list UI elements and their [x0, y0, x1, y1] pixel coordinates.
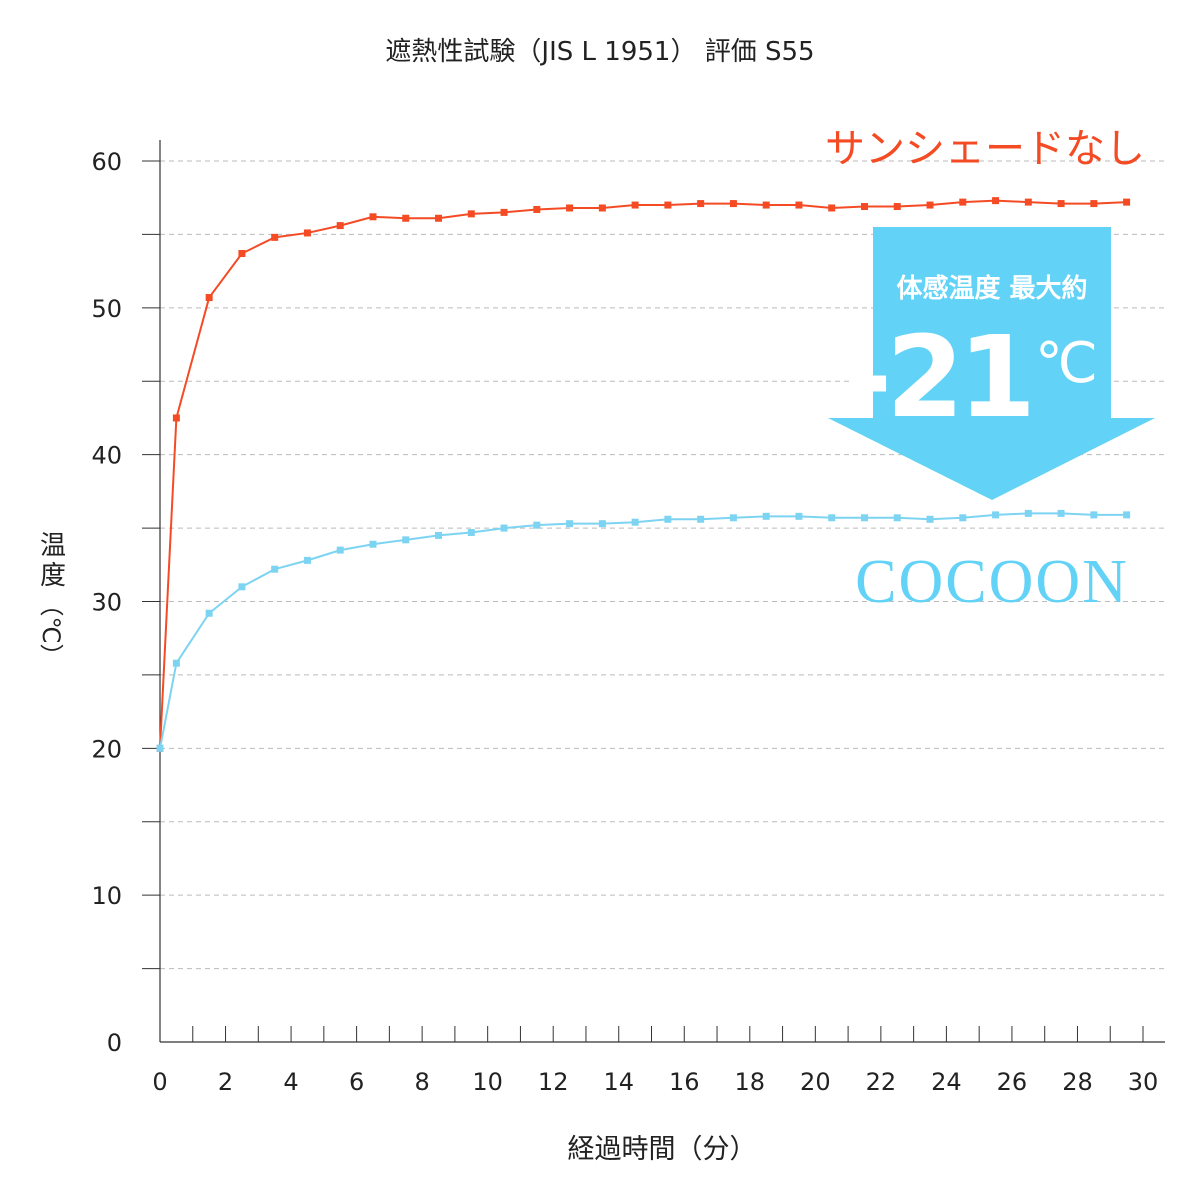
data-point [762, 201, 770, 209]
y-tick-label: 10 [91, 882, 122, 910]
data-point [631, 201, 639, 209]
data-point [795, 201, 803, 209]
data-point [1024, 198, 1032, 206]
data-point [1123, 511, 1131, 519]
data-point [238, 250, 246, 258]
y-tick-label: 50 [91, 295, 122, 323]
data-point [566, 204, 574, 212]
data-point [992, 511, 1000, 519]
data-point [303, 229, 311, 237]
x-tick-label: 8 [414, 1068, 429, 1096]
y-axis-label-2: 度 [40, 561, 66, 591]
x-tick-label: 28 [1062, 1068, 1093, 1096]
x-tick-label: 16 [669, 1068, 700, 1096]
data-point [762, 512, 770, 520]
y-axis-label-1: 温 [40, 531, 66, 561]
data-point [598, 204, 606, 212]
data-point [205, 294, 213, 302]
data-point [271, 233, 279, 241]
data-point [1090, 511, 1098, 519]
annotation-caption: 体感温度 最大約 [896, 273, 1087, 304]
data-point [238, 583, 246, 591]
data-point [729, 514, 737, 522]
data-point [172, 414, 180, 422]
data-point [500, 524, 508, 532]
data-point [697, 515, 705, 523]
data-point [369, 213, 377, 221]
data-point [303, 556, 311, 564]
data-point [959, 198, 967, 206]
data-point [402, 536, 410, 544]
x-tick-label: 4 [283, 1068, 298, 1096]
data-point [156, 744, 164, 752]
data-point [959, 514, 967, 522]
x-tick-label: 2 [218, 1068, 233, 1096]
down-arrow-icon [828, 227, 1155, 500]
data-point [1057, 200, 1065, 208]
annotation-unit: ℃ [1035, 331, 1098, 396]
temperature-drop-annotation: 体感温度 最大約 -21 ℃ [828, 227, 1155, 500]
data-point [467, 210, 475, 218]
x-tick-label: 12 [538, 1068, 569, 1096]
x-tick-label: 22 [866, 1068, 897, 1096]
data-point [598, 520, 606, 528]
data-point [336, 222, 344, 230]
data-point [467, 528, 475, 536]
data-point [271, 565, 279, 573]
data-point [1024, 509, 1032, 517]
x-tick-label: 24 [931, 1068, 962, 1096]
y-tick-label: 60 [91, 148, 122, 176]
data-point [893, 514, 901, 522]
data-point [1123, 198, 1131, 206]
data-point [566, 520, 574, 528]
x-tick-label: 26 [997, 1068, 1028, 1096]
data-point [631, 518, 639, 526]
data-point [435, 214, 443, 222]
legend-cocoon: COCOON [855, 548, 1129, 616]
data-point [172, 659, 180, 667]
legend-no-sunshade: サンシェードなし [825, 126, 1145, 172]
y-tick-label: 30 [91, 589, 122, 617]
data-point [828, 204, 836, 212]
y-tick-label: 40 [91, 442, 122, 470]
data-point [926, 515, 934, 523]
data-point [664, 515, 672, 523]
data-point [336, 546, 344, 554]
data-point [697, 200, 705, 208]
x-tick-label: 30 [1128, 1068, 1159, 1096]
y-axis-label-3: （℃） [37, 593, 65, 668]
data-point [828, 514, 836, 522]
y-tick-label: 20 [91, 735, 122, 763]
data-point [729, 200, 737, 208]
x-axis-label: 経過時間（分） [568, 1134, 757, 1165]
y-tick-label: 0 [107, 1029, 122, 1057]
annotation-value: -21 [846, 313, 1030, 443]
x-tick-label: 18 [735, 1068, 766, 1096]
data-point [926, 201, 934, 209]
x-tick-label: 0 [152, 1068, 167, 1096]
data-point [533, 205, 541, 213]
data-point [205, 609, 213, 617]
data-point [402, 214, 410, 222]
data-point [435, 531, 443, 539]
data-point [533, 521, 541, 529]
x-tick-label: 14 [603, 1068, 634, 1096]
data-point [664, 201, 672, 209]
data-point [860, 203, 868, 211]
x-tick-label: 20 [800, 1068, 831, 1096]
data-point [795, 512, 803, 520]
chart-title: 遮熱性試験（JIS L 1951） 評価 S55 [385, 37, 814, 67]
data-point [860, 514, 868, 522]
data-point [992, 197, 1000, 205]
x-tick-label: 6 [349, 1068, 364, 1096]
x-tick-label: 10 [472, 1068, 503, 1096]
data-point [369, 540, 377, 548]
data-point [1090, 200, 1098, 208]
data-point [500, 208, 508, 216]
data-point [893, 203, 901, 211]
data-point [1057, 509, 1065, 517]
